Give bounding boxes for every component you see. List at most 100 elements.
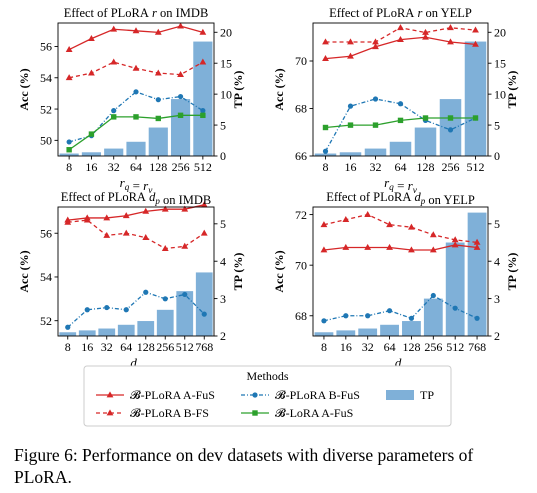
tp-bar [59,332,77,336]
point-triangle [142,207,150,214]
x-tick-label: 512 [446,340,464,354]
point-circle [343,313,349,319]
x-tick-label: 8 [66,160,72,174]
point-triangle [408,246,415,253]
y-right-tick-label: 10 [220,87,232,101]
tp-bar [464,41,487,157]
point-square [177,112,184,119]
point-triangle [64,218,72,225]
point-circle [200,108,206,114]
point-triangle [181,205,189,212]
x-tick-label: 256 [156,340,174,354]
point-triangle [154,69,162,76]
point-triangle [161,244,169,251]
tp-bar [336,330,356,336]
tp-bar [423,298,443,336]
y-right-tick-label: 4 [494,254,500,268]
point-triangle [65,46,73,52]
point-triangle [103,231,111,238]
y-right-tick-label: 5 [494,217,500,231]
point-triangle [472,26,479,33]
series-line-afus [67,204,205,221]
point-triangle [161,205,169,212]
y-left-tick-label: 68 [295,102,307,116]
x-tick-label: 8 [323,160,329,174]
x-tick-label: 512 [176,340,194,354]
x-tick-label: 16 [81,340,93,354]
x-tick-label: 128 [417,160,435,174]
point-triangle [342,216,350,223]
point-circle [252,392,258,398]
point-circle [133,89,139,95]
chart-title: Effect of PLoRA dp on IMDB [61,190,211,207]
tp-bar [59,153,79,156]
y-right-tick-label: 4 [220,254,226,268]
point-triangle [322,38,329,45]
legend-label: 𝓑-PLoRA A-FuS [130,388,215,402]
legend-label: 𝓑-LoRA A-FuS [275,406,353,420]
x-tick-label: 32 [370,160,382,174]
y-right-tick-label: 15 [220,56,232,70]
tp-bar [81,152,102,156]
y-right-axis-label: TP (%) [505,71,519,109]
x-tick-label: 16 [340,340,352,354]
chart-panel-4: 8 16 32 64 128 256 512 768 68 70 72 2 3 4 5 Acc (%) TP (… [272,206,519,354]
point-triangle [177,22,184,29]
legend-label: 𝓑-PLoRA B-FuS [275,388,360,402]
point-triangle [110,25,118,32]
point-circle [123,307,129,313]
point-square [422,115,429,121]
tp-bar [314,332,334,336]
tp-bar [380,324,399,336]
x-tick-label: 8 [65,340,71,354]
y-right-tick-label: 2 [494,329,500,343]
point-triangle [397,36,404,43]
point-triangle [422,28,429,35]
x-tick-label: 32 [101,340,113,354]
y-left-tick-label: 56 [40,40,52,54]
point-triangle [320,221,328,228]
y-right-axis-label: TP (%) [231,253,245,291]
point-triangle [429,246,437,253]
point-circle [65,324,71,330]
y-left-tick-label: 72 [295,208,307,222]
tp-bar [445,242,465,336]
point-triangle [132,27,140,34]
point-circle [321,318,327,324]
legend-swatch-tp [386,390,414,400]
point-circle [397,101,404,107]
point-triangle [422,33,429,40]
y-right-tick-label: 5 [220,118,226,132]
x-tick-label: 256 [424,340,442,354]
y-right-tick-label: 20 [494,25,506,39]
point-triangle [106,391,114,398]
point-square [88,131,95,137]
point-triangle [320,246,328,253]
point-triangle [386,243,393,250]
point-triangle [447,24,454,31]
x-tick-label: 768 [195,340,213,354]
point-circle [143,289,149,295]
tp-bar [78,330,96,336]
x-tick-label: 64 [130,160,142,174]
y-right-tick-label: 20 [220,25,232,39]
tp-bar [176,291,194,336]
y-right-axis-label: TP (%) [505,253,519,291]
tp-bar [193,41,213,157]
x-tick-label: 512 [467,160,485,174]
y-left-axis-label: Acc (%) [17,250,31,292]
x-tick-label: 64 [384,340,396,354]
x-tick-label: 8 [321,340,327,354]
point-circle [347,103,354,109]
point-circle [162,296,168,302]
point-triangle [347,52,354,59]
point-triangle [200,201,208,208]
point-circle [447,127,454,133]
y-right-tick-label: 3 [220,292,226,306]
tp-bar [402,321,421,336]
x-tick-label: 32 [362,340,374,354]
tp-bar [126,141,146,156]
point-square [133,114,139,120]
point-triangle [200,229,208,236]
